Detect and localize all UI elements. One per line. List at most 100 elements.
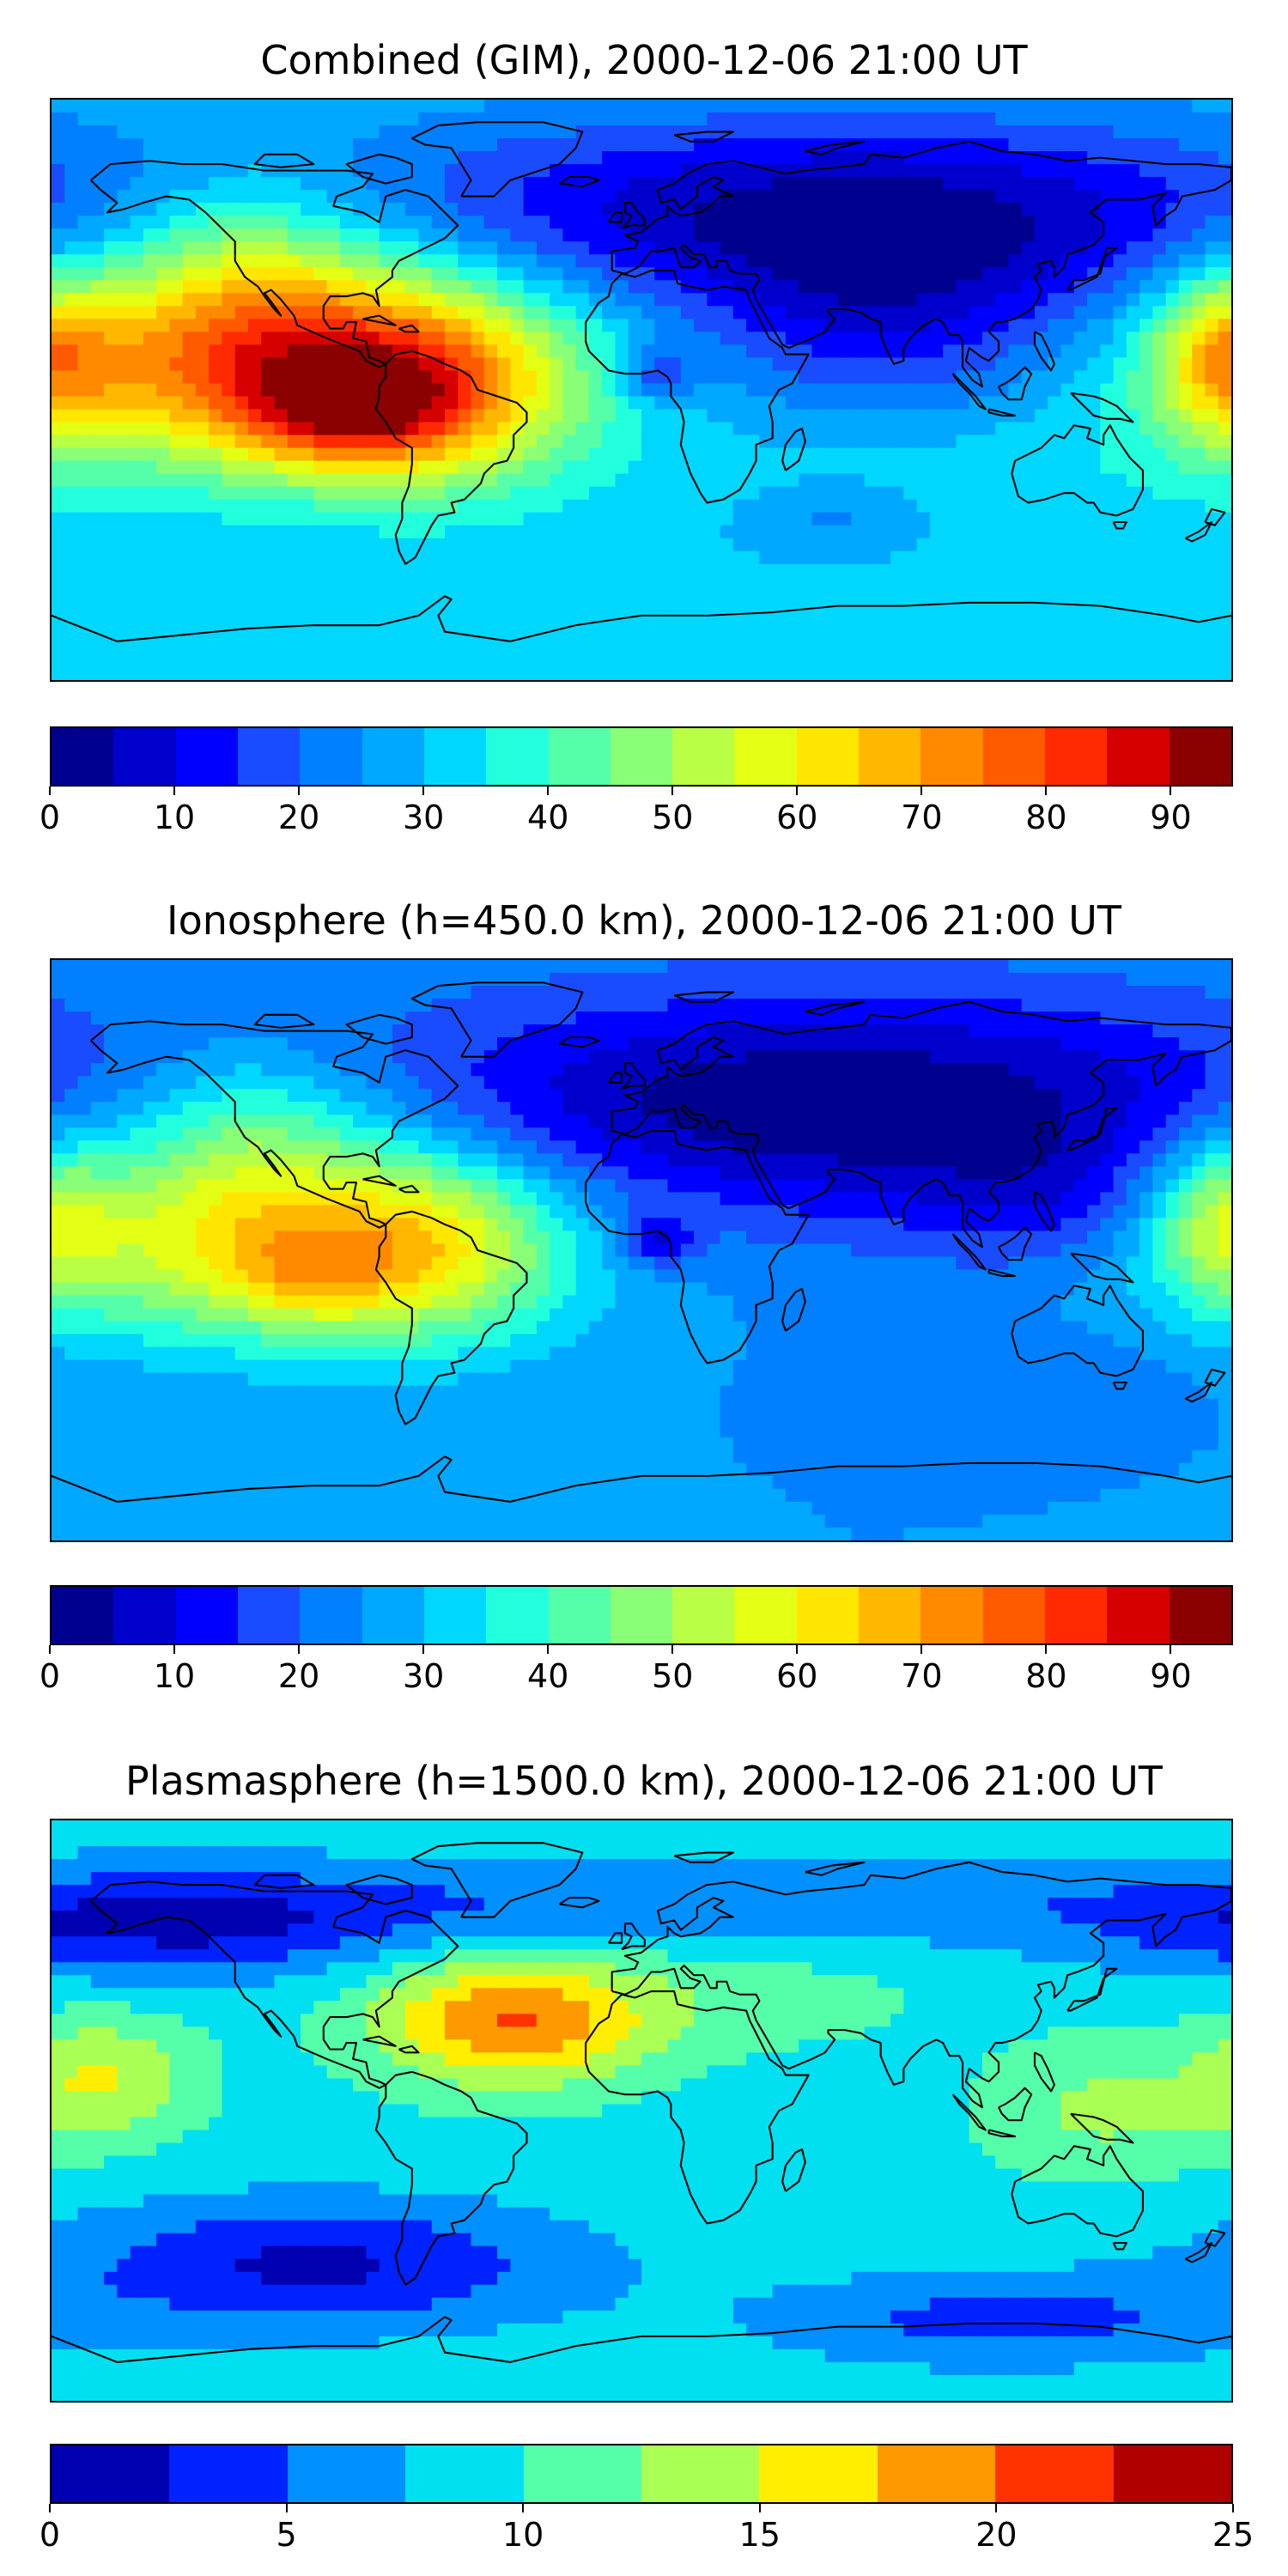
contour-cell [1073,615,1089,630]
contour-cell [720,960,735,975]
contour-cell [824,602,840,617]
contour-cell [588,499,604,513]
contour-cell [575,628,591,643]
contour-cell [1060,512,1075,526]
contour-cell [746,538,761,552]
contour-cell [182,1037,197,1052]
contour-cell [838,125,853,140]
contour-cell [1113,641,1128,656]
contour-cell [458,319,472,333]
contour-cell [445,125,459,140]
contour-cell [234,576,250,591]
contour-cell [981,986,997,1000]
contour-cell [628,499,643,513]
contour-cell [405,473,420,488]
contour-cell [536,100,551,114]
contour-cell [838,999,853,1013]
contour-cell [654,525,669,539]
contour-cell [366,986,380,1000]
contour-cell [392,319,407,333]
contour-cell [182,383,197,398]
contour-cell [339,525,355,539]
contour-cell [1192,138,1206,153]
contour-cell [90,473,106,488]
contour-cell [851,344,866,359]
contour-cell [234,1012,250,1026]
contour-cell [445,434,459,449]
contour-cell [182,512,197,526]
contour-cell [680,602,696,617]
contour-cell [1048,641,1062,656]
contour-cell [64,125,79,140]
contour-cell [431,460,447,475]
contour-cell [628,319,643,333]
contour-cell [104,100,118,114]
contour-cell [1087,164,1102,179]
contour-cell [956,1037,970,1052]
contour-cell [811,125,826,140]
contour-cell [811,1024,826,1039]
contour-cell [707,216,721,230]
contour-cell [1100,666,1115,680]
contour-cell [641,434,656,449]
contour-cell [877,306,892,320]
contour-cell [1113,1012,1128,1026]
contour-cell [392,1012,407,1026]
contour-cell [248,164,263,179]
contour-cell [130,615,145,630]
contour-cell [445,370,459,385]
contour-cell [261,576,276,591]
contour-cell [864,447,878,462]
contour-cell [641,422,656,436]
contour-cell [1008,1063,1023,1078]
contour-cell [77,641,92,656]
contour-cell [209,125,223,140]
contour-cell [209,1063,223,1078]
contour-cell [811,306,826,320]
contour-cell [615,319,629,333]
contour-cell [864,125,878,140]
contour-cell [903,293,918,307]
contour-cell [799,280,813,295]
contour-cell [90,254,106,269]
contour-cell [392,999,407,1013]
contour-cell [694,1012,708,1026]
contour-cell [261,125,276,140]
contour-cell [720,615,735,630]
contour-cell [497,434,512,449]
contour-cell [182,164,197,179]
contour-cell [654,999,669,1013]
contour-cell [1048,512,1062,526]
contour-cell [392,1063,407,1078]
contour-cell [811,357,826,372]
contour-cell [903,999,918,1013]
contour-cell [313,1076,328,1091]
contour-cell [550,615,564,630]
contour-cell [209,100,223,114]
contour-cell [615,228,629,243]
contour-cell [903,666,918,680]
contour-cell [890,563,905,578]
contour-cell [550,538,564,552]
contour-cell [274,447,289,462]
contour-cell [195,589,210,604]
contour-cell [1100,125,1115,140]
contour-cell [1152,641,1167,656]
contour-cell [654,293,669,307]
contour-cell [1100,641,1115,656]
contour-cell [431,999,447,1013]
contour-cell [248,267,263,282]
contour-cell [1192,641,1206,656]
contour-cell [445,525,459,539]
contour-cell [864,422,878,436]
contour-cell [1021,666,1036,680]
contour-cell [956,267,970,282]
contour-cell [1126,1063,1141,1078]
contour-cell [1060,319,1075,333]
contour-cell [143,164,158,179]
contour-cell [1008,177,1023,191]
contour-cell [1205,344,1219,359]
contour-cell [877,164,892,179]
contour-cell [64,409,79,423]
contour-cell [772,319,787,333]
